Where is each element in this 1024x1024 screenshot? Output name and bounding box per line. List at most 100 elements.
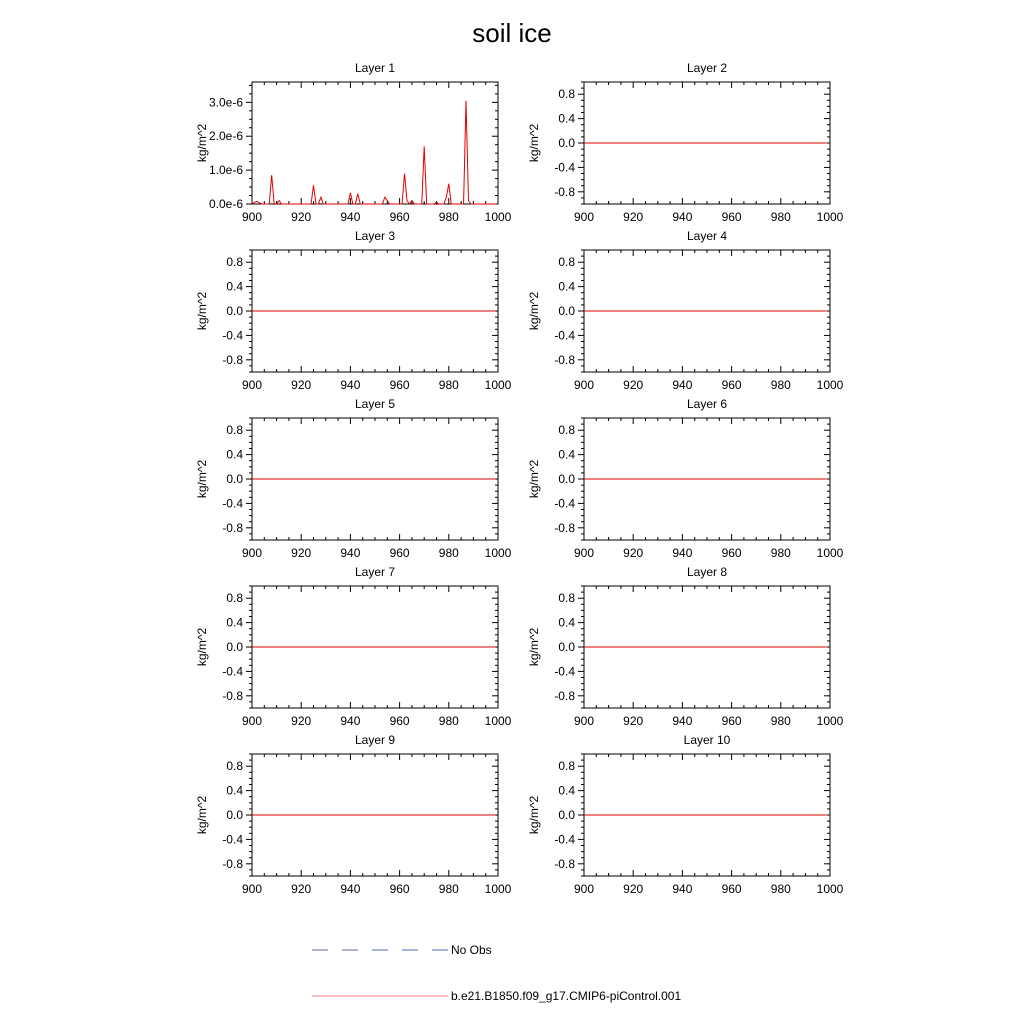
x-tick-label: 960 xyxy=(390,210,410,224)
y-tick-label: 0.0 xyxy=(558,472,575,486)
y-tick-label: 0.8 xyxy=(558,87,575,101)
x-tick-label: 1000 xyxy=(817,882,844,896)
x-tick-label: 900 xyxy=(242,882,262,896)
y-tick-label: -0.4 xyxy=(222,328,243,342)
x-tick-label: 980 xyxy=(439,882,459,896)
y-axis-label: kg/m^2 xyxy=(527,124,541,163)
x-tick-label: 900 xyxy=(574,882,594,896)
x-tick-label: 960 xyxy=(722,546,742,560)
x-tick-label: 920 xyxy=(623,546,643,560)
x-tick-label: 1000 xyxy=(817,546,844,560)
legend-label: No Obs xyxy=(451,943,492,957)
x-tick-label: 960 xyxy=(722,378,742,392)
x-tick-label: 940 xyxy=(672,714,692,728)
x-tick-label: 940 xyxy=(672,210,692,224)
y-tick-label: -0.4 xyxy=(554,496,575,510)
x-tick-label: 920 xyxy=(291,210,311,224)
y-tick-label: -0.8 xyxy=(554,185,575,199)
x-tick-label: 900 xyxy=(574,546,594,560)
x-tick-label: 980 xyxy=(771,378,791,392)
y-tick-label: 0.4 xyxy=(226,784,243,798)
panel-layer-3: Layer 3 kg/m^2 900 920 940 960 980 1000 -0.8 -0.4… xyxy=(195,229,512,392)
panel-title: Layer 1 xyxy=(355,61,395,75)
x-tick-label: 940 xyxy=(672,882,692,896)
x-tick-label: 1000 xyxy=(817,714,844,728)
y-tick-label: 0.8 xyxy=(558,759,575,773)
panel-layer-1: Layer 1 kg/m^2 900 920 940 960 980 1000 0.0e-6 1.… xyxy=(195,61,512,224)
y-tick-label: -0.8 xyxy=(554,521,575,535)
x-tick-label: 920 xyxy=(291,378,311,392)
x-tick-label: 920 xyxy=(623,210,643,224)
y-tick-label: 0.8 xyxy=(226,423,243,437)
x-tick-label: 980 xyxy=(439,714,459,728)
y-tick-label: 0.8 xyxy=(226,591,243,605)
x-tick-label: 960 xyxy=(390,714,410,728)
y-tick-label: -0.4 xyxy=(554,328,575,342)
y-axis-label: kg/m^2 xyxy=(195,292,209,331)
x-tick-label: 960 xyxy=(390,546,410,560)
x-tick-label: 980 xyxy=(439,378,459,392)
y-tick-label: 0.0 xyxy=(558,808,575,822)
y-tick-label: 0.0e-6 xyxy=(209,197,243,211)
x-tick-label: 900 xyxy=(574,378,594,392)
x-tick-label: 900 xyxy=(242,714,262,728)
y-axis-label: kg/m^2 xyxy=(527,796,541,835)
x-tick-label: 980 xyxy=(439,546,459,560)
y-tick-label: 0.4 xyxy=(558,112,575,126)
y-tick-label: 0.4 xyxy=(226,616,243,630)
x-tick-label: 920 xyxy=(291,546,311,560)
y-tick-label: 2.0e-6 xyxy=(209,129,243,143)
panel-layer-10: Layer 10 kg/m^2 900 920 940 960 980 1000 -0.8 -0.… xyxy=(527,733,844,896)
y-tick-label: 0.8 xyxy=(558,255,575,269)
y-tick-label: -0.4 xyxy=(222,496,243,510)
x-tick-label: 940 xyxy=(340,210,360,224)
x-tick-label: 1000 xyxy=(817,210,844,224)
y-tick-label: 1.0e-6 xyxy=(209,163,243,177)
y-axis-label: kg/m^2 xyxy=(195,796,209,835)
x-tick-label: 940 xyxy=(340,546,360,560)
legend: No Obs b.e21.B1850.f09_g17.CMIP6-piContro… xyxy=(312,943,681,1003)
y-tick-label: 0.8 xyxy=(558,423,575,437)
panel-layer-9: Layer 9 kg/m^2 900 920 940 960 980 1000 -0.8 -0.4… xyxy=(195,733,512,896)
series-line xyxy=(251,100,496,205)
panel-layer-4: Layer 4 kg/m^2 900 920 940 960 980 1000 -0.8 -0.4… xyxy=(527,229,844,392)
plot-frame xyxy=(251,81,499,205)
y-tick-label: 0.0 xyxy=(558,304,575,318)
panel-title: Layer 6 xyxy=(687,397,727,411)
panel-title: Layer 5 xyxy=(355,397,395,411)
panel-layer-8: Layer 8 kg/m^2 900 920 940 960 980 1000 -0.8 -0.4… xyxy=(527,565,844,728)
x-tick-label: 900 xyxy=(574,210,594,224)
x-tick-label: 960 xyxy=(390,882,410,896)
x-tick-label: 900 xyxy=(242,546,262,560)
x-tick-label: 1000 xyxy=(485,714,512,728)
y-tick-label: -0.8 xyxy=(554,353,575,367)
panel-layer-5: Layer 5 kg/m^2 900 920 940 960 980 1000 -0.8 -0.4… xyxy=(195,397,512,560)
x-tick-label: 940 xyxy=(672,546,692,560)
y-tick-label: 0.0 xyxy=(226,472,243,486)
x-tick-label: 960 xyxy=(722,210,742,224)
y-tick-label: 0.4 xyxy=(558,448,575,462)
x-tick-label: 920 xyxy=(623,714,643,728)
x-tick-label: 920 xyxy=(623,882,643,896)
y-tick-label: -0.8 xyxy=(222,689,243,703)
legend-label: b.e21.B1850.f09_g17.CMIP6-piControl.001 xyxy=(451,989,681,1003)
y-tick-label: 0.0 xyxy=(226,808,243,822)
x-tick-label: 1000 xyxy=(817,378,844,392)
x-tick-label: 920 xyxy=(623,378,643,392)
y-tick-label: 0.4 xyxy=(226,448,243,462)
y-tick-label: -0.4 xyxy=(222,664,243,678)
panel-title: Layer 9 xyxy=(355,733,395,747)
x-tick-label: 940 xyxy=(340,882,360,896)
x-tick-label: 920 xyxy=(291,714,311,728)
x-tick-label: 900 xyxy=(242,210,262,224)
panel-layer-2: Layer 2 kg/m^2 900 920 940 960 980 1000 -0.8 -0.4… xyxy=(527,61,844,224)
panel-title: Layer 2 xyxy=(687,61,727,75)
y-axis-label: kg/m^2 xyxy=(195,124,209,163)
panel-title: Layer 8 xyxy=(687,565,727,579)
y-tick-label: -0.8 xyxy=(554,689,575,703)
x-tick-label: 1000 xyxy=(485,210,512,224)
y-tick-label: 0.0 xyxy=(226,640,243,654)
x-tick-label: 920 xyxy=(291,882,311,896)
y-tick-label: 3.0e-6 xyxy=(209,95,243,109)
